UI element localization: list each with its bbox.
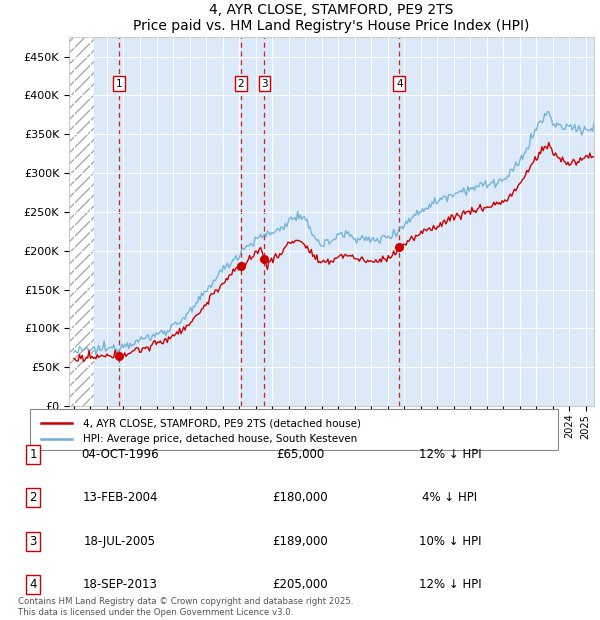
Text: 18-JUL-2005: 18-JUL-2005 — [84, 535, 156, 547]
Text: 2: 2 — [29, 492, 37, 504]
Title: 4, AYR CLOSE, STAMFORD, PE9 2TS
Price paid vs. HM Land Registry's House Price In: 4, AYR CLOSE, STAMFORD, PE9 2TS Price pa… — [133, 3, 530, 33]
Text: £65,000: £65,000 — [276, 448, 324, 461]
Text: 12% ↓ HPI: 12% ↓ HPI — [419, 578, 481, 591]
Text: 1: 1 — [116, 79, 122, 89]
Text: 13-FEB-2004: 13-FEB-2004 — [82, 492, 158, 504]
Text: 12% ↓ HPI: 12% ↓ HPI — [419, 448, 481, 461]
Text: 1: 1 — [29, 448, 37, 461]
Text: 10% ↓ HPI: 10% ↓ HPI — [419, 535, 481, 547]
Text: 04-OCT-1996: 04-OCT-1996 — [81, 448, 159, 461]
Text: 3: 3 — [261, 79, 268, 89]
Text: Contains HM Land Registry data © Crown copyright and database right 2025.
This d: Contains HM Land Registry data © Crown c… — [18, 598, 353, 617]
Text: 2: 2 — [238, 79, 244, 89]
Text: 4, AYR CLOSE, STAMFORD, PE9 2TS (detached house): 4, AYR CLOSE, STAMFORD, PE9 2TS (detache… — [83, 418, 361, 428]
Text: 4: 4 — [396, 79, 403, 89]
Text: £180,000: £180,000 — [272, 492, 328, 504]
Text: £205,000: £205,000 — [272, 578, 328, 591]
Text: £189,000: £189,000 — [272, 535, 328, 547]
Text: 3: 3 — [29, 535, 37, 547]
Text: 18-SEP-2013: 18-SEP-2013 — [83, 578, 157, 591]
Text: HPI: Average price, detached house, South Kesteven: HPI: Average price, detached house, Sout… — [83, 435, 357, 445]
Text: 4% ↓ HPI: 4% ↓ HPI — [422, 492, 478, 504]
Text: 4: 4 — [29, 578, 37, 591]
